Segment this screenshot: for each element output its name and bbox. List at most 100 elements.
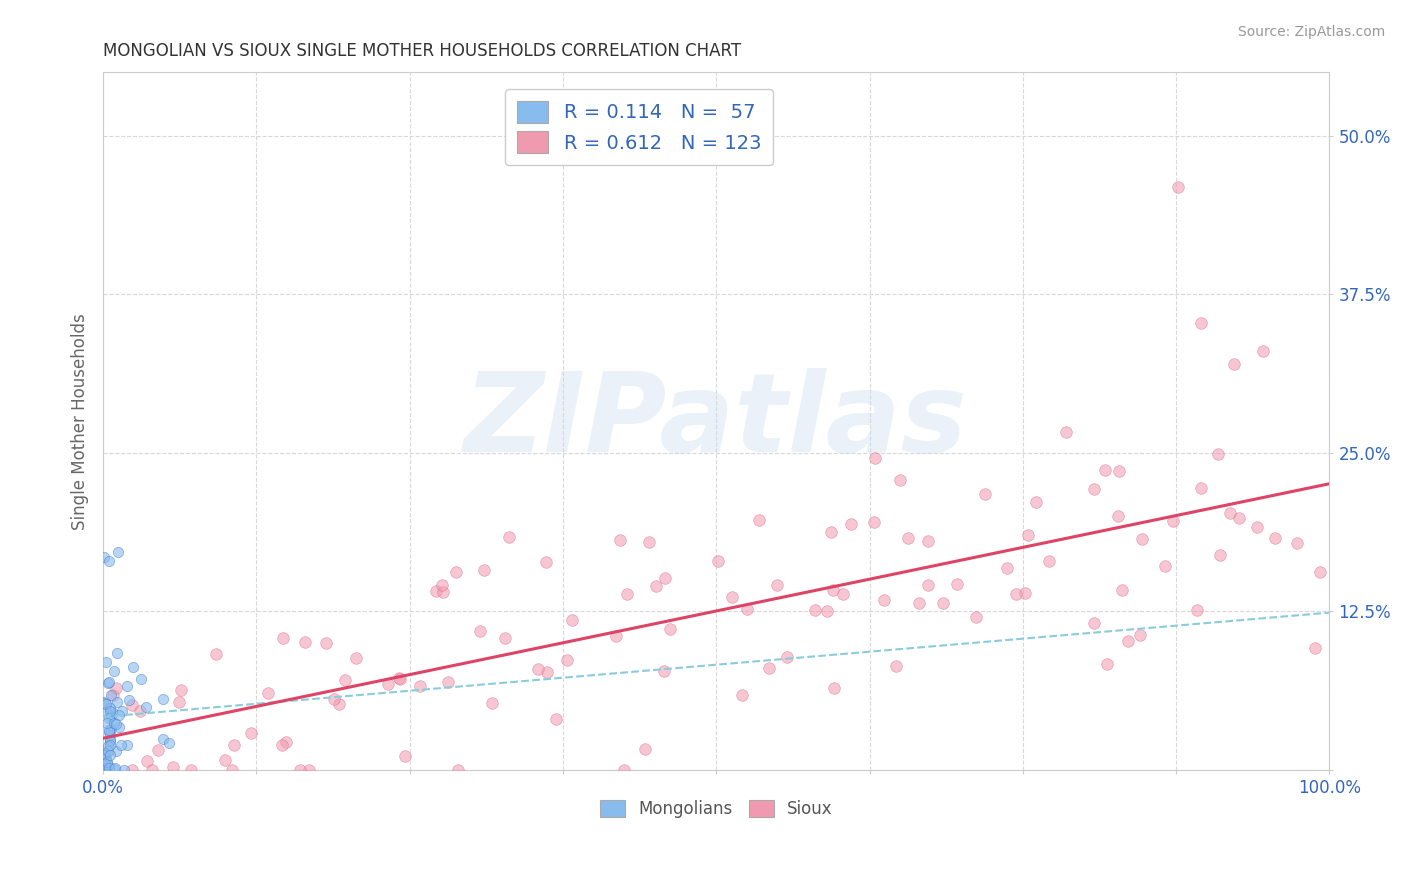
Point xyxy=(270,738,292,752)
Point xyxy=(98,701,121,715)
Point xyxy=(1095,657,1118,672)
Point xyxy=(932,596,955,610)
Point xyxy=(105,717,128,731)
Point xyxy=(1130,532,1153,546)
Point xyxy=(1309,565,1331,579)
Point xyxy=(645,579,668,593)
Point xyxy=(707,553,730,567)
Point xyxy=(721,590,744,604)
Point xyxy=(1227,511,1250,525)
Point xyxy=(240,726,263,740)
Point xyxy=(748,512,770,526)
Point xyxy=(1116,634,1139,648)
Point xyxy=(447,763,470,777)
Point xyxy=(766,578,789,592)
Point xyxy=(103,761,125,775)
Point xyxy=(114,763,136,777)
Point xyxy=(1223,357,1246,371)
Point xyxy=(100,709,122,723)
Point xyxy=(271,631,294,645)
Point xyxy=(121,660,143,674)
Point xyxy=(111,704,134,718)
Point xyxy=(494,631,516,645)
Point xyxy=(1083,615,1105,630)
Point xyxy=(221,763,243,777)
Point xyxy=(103,688,125,702)
Point xyxy=(96,751,118,765)
Point xyxy=(437,675,460,690)
Point xyxy=(97,676,120,690)
Point xyxy=(105,695,128,709)
Point xyxy=(93,696,115,710)
Point xyxy=(388,672,411,686)
Point xyxy=(129,672,152,686)
Point xyxy=(152,731,174,746)
Legend: Mongolians, Sioux: Mongolians, Sioux xyxy=(593,793,839,824)
Point xyxy=(1253,344,1275,359)
Point xyxy=(659,622,682,636)
Point xyxy=(121,763,143,777)
Point xyxy=(288,763,311,777)
Point xyxy=(1219,506,1241,520)
Point xyxy=(633,742,655,756)
Point xyxy=(1206,447,1229,461)
Point xyxy=(546,712,568,726)
Point xyxy=(257,686,280,700)
Point xyxy=(917,578,939,592)
Point xyxy=(1005,587,1028,601)
Point xyxy=(609,533,631,547)
Point xyxy=(105,681,128,695)
Point xyxy=(1111,582,1133,597)
Point xyxy=(170,682,193,697)
Point xyxy=(129,704,152,718)
Point xyxy=(430,578,453,592)
Point xyxy=(1108,464,1130,478)
Point xyxy=(1025,495,1047,509)
Point xyxy=(103,762,125,776)
Point xyxy=(344,651,367,665)
Point xyxy=(889,473,911,487)
Point xyxy=(167,695,190,709)
Point xyxy=(162,760,184,774)
Point xyxy=(98,748,121,763)
Point xyxy=(98,739,121,753)
Text: ZIPatlas: ZIPatlas xyxy=(464,368,969,475)
Point xyxy=(815,604,838,618)
Point xyxy=(141,763,163,777)
Point xyxy=(93,549,115,564)
Point xyxy=(863,451,886,466)
Point xyxy=(472,563,495,577)
Point xyxy=(1094,463,1116,477)
Point xyxy=(775,650,797,665)
Point xyxy=(98,724,121,739)
Point xyxy=(107,545,129,559)
Point xyxy=(1167,179,1189,194)
Point xyxy=(97,739,120,754)
Point xyxy=(897,531,920,545)
Point xyxy=(107,646,129,660)
Point xyxy=(884,659,907,673)
Point xyxy=(152,692,174,706)
Point xyxy=(823,583,845,598)
Point xyxy=(98,704,121,718)
Point xyxy=(654,571,676,585)
Point xyxy=(96,697,118,711)
Point xyxy=(115,679,138,693)
Point xyxy=(1038,554,1060,568)
Point xyxy=(804,603,827,617)
Point xyxy=(101,705,124,719)
Point xyxy=(328,697,350,711)
Point xyxy=(616,587,638,601)
Point xyxy=(377,676,399,690)
Point xyxy=(98,761,121,775)
Point xyxy=(432,584,454,599)
Point xyxy=(652,664,675,678)
Text: MONGOLIAN VS SIOUX SINGLE MOTHER HOUSEHOLDS CORRELATION CHART: MONGOLIAN VS SIOUX SINGLE MOTHER HOUSEHO… xyxy=(103,42,741,60)
Point xyxy=(118,693,141,707)
Point xyxy=(1161,514,1184,528)
Point xyxy=(135,700,157,714)
Point xyxy=(115,738,138,752)
Point xyxy=(98,728,121,742)
Point xyxy=(135,754,157,768)
Point xyxy=(276,735,298,749)
